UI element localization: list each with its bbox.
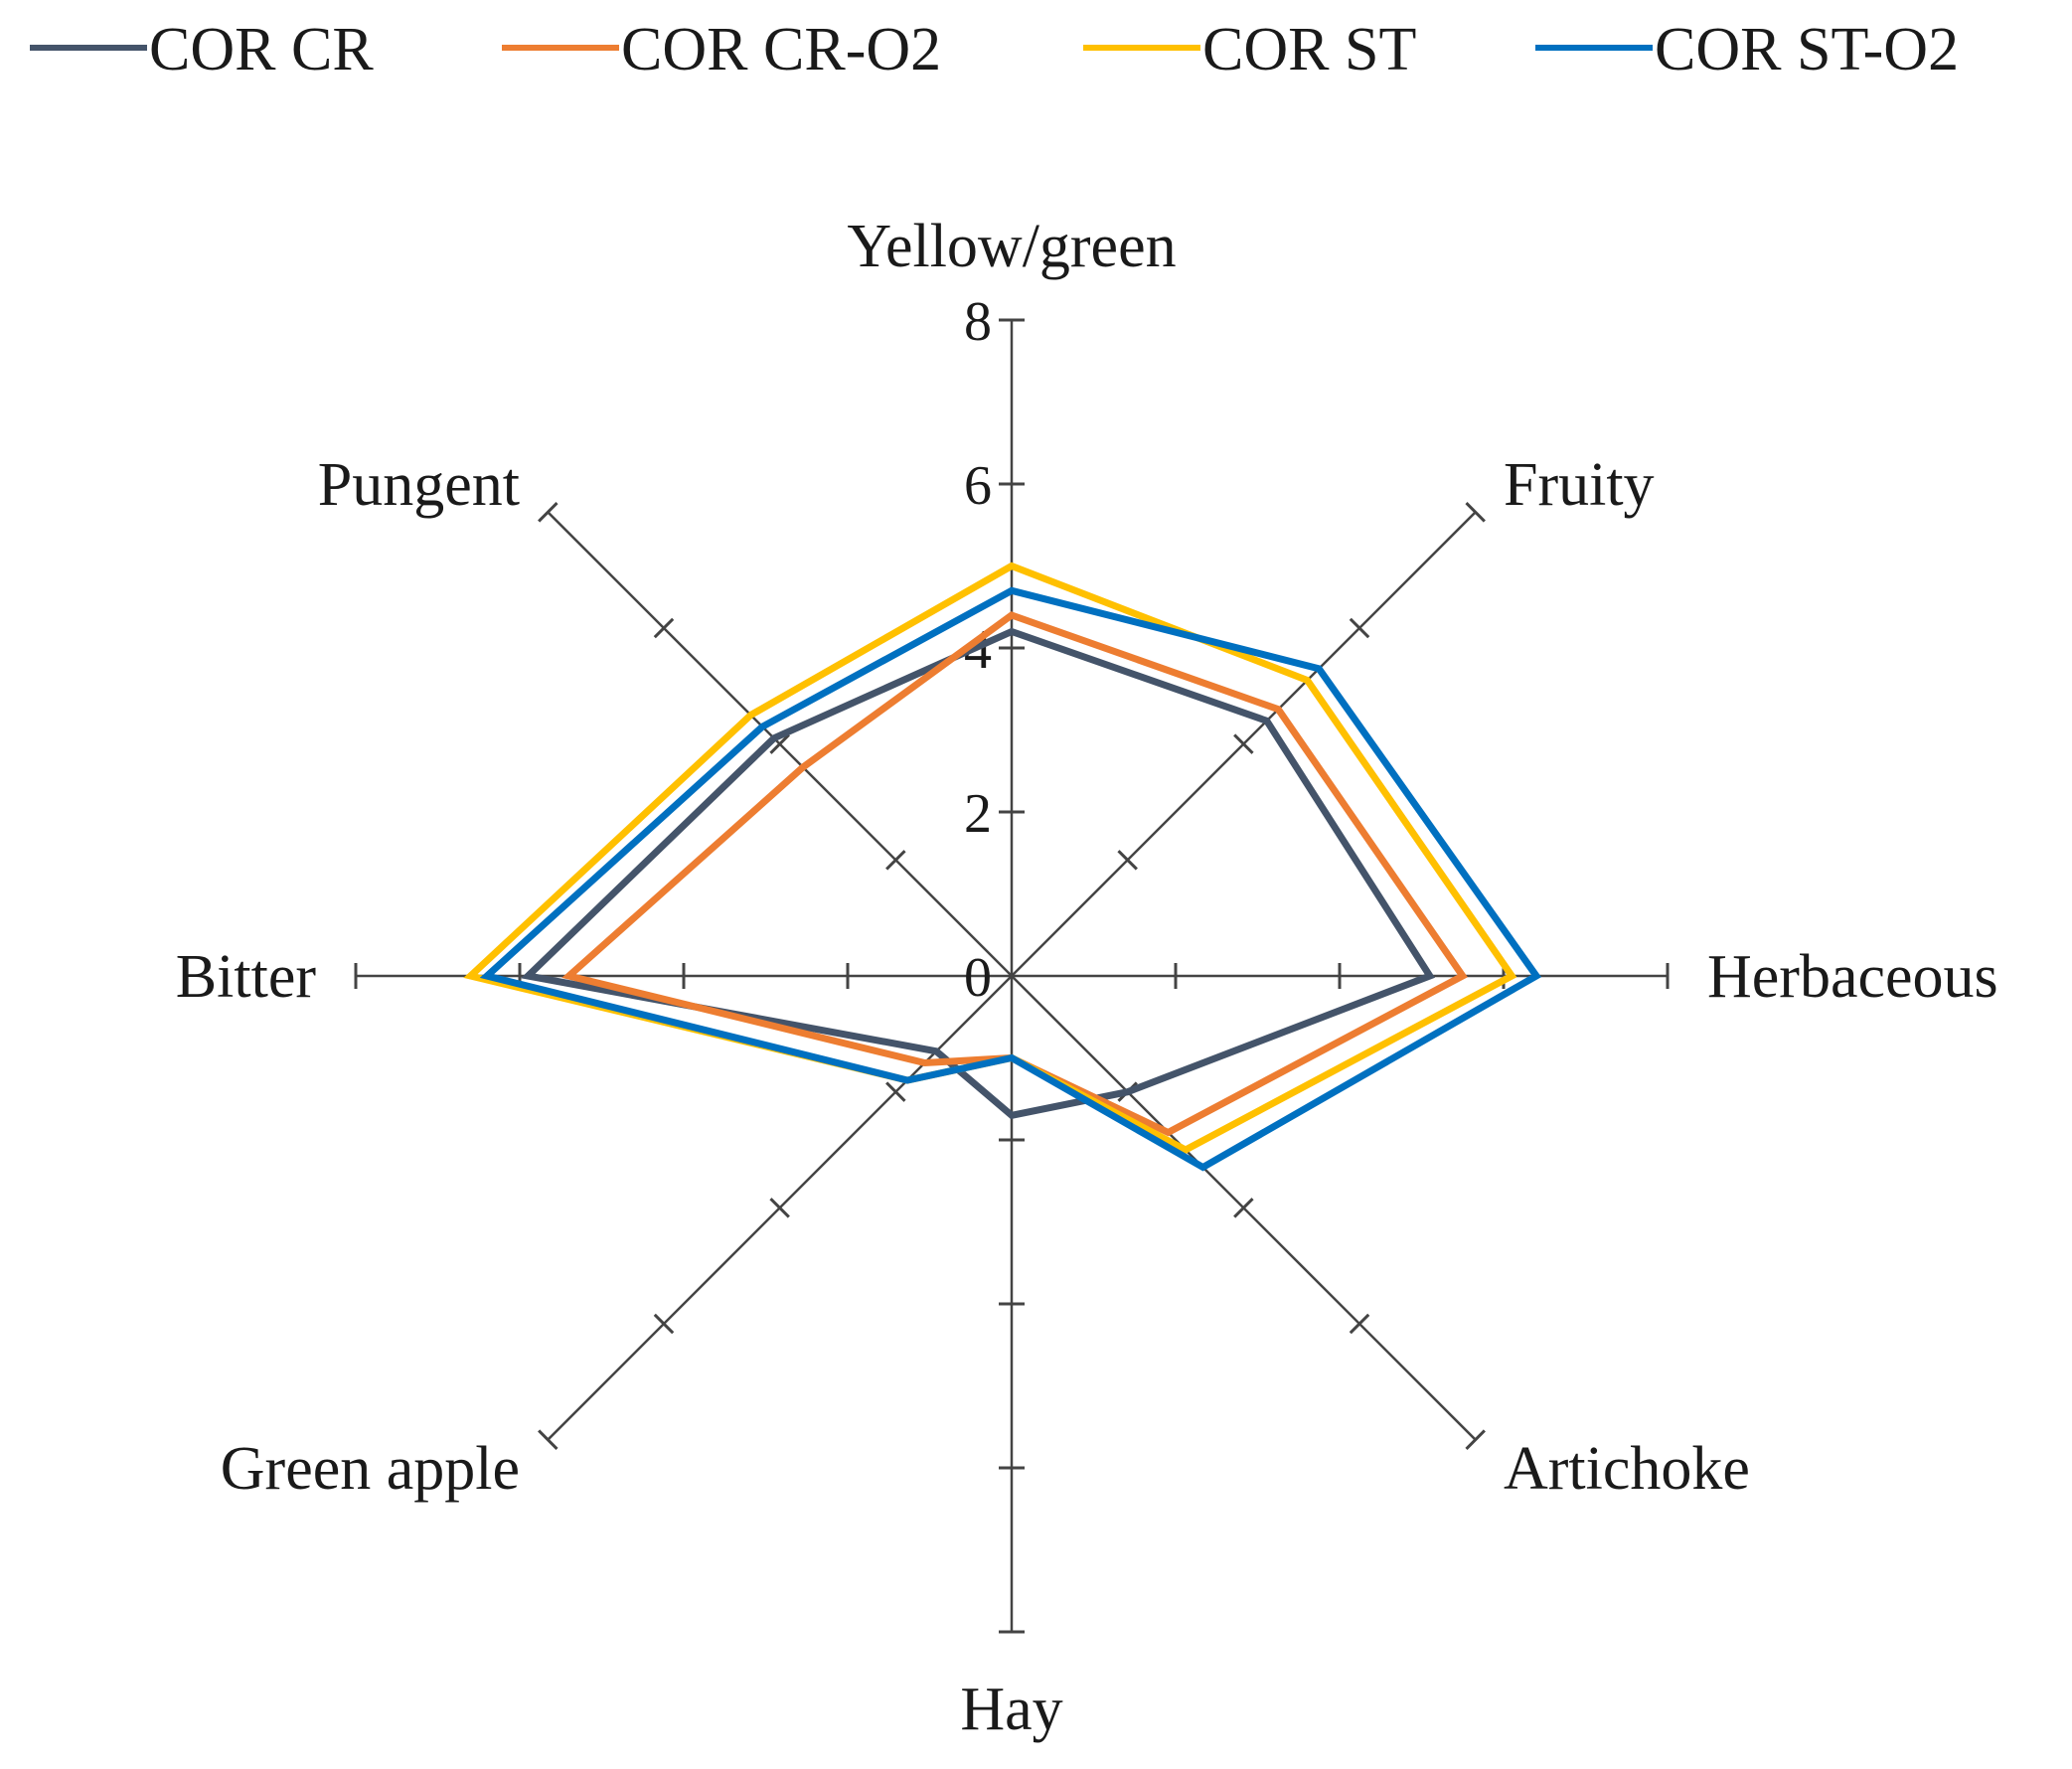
tick-mark [538, 1429, 558, 1450]
series-cor-cr [520, 627, 1436, 1120]
tick-label: 6 [964, 455, 992, 517]
axis-label-artichoke: Artichoke [1504, 1435, 1750, 1503]
tick-label: 2 [964, 783, 992, 845]
axis-label-fruity: Fruity [1504, 451, 1655, 519]
axis-label-yellow-green: Yellow/green [847, 213, 1176, 280]
tick-mark [653, 617, 675, 639]
tick-mark [885, 850, 906, 871]
axis-label-herbaceous: Herbaceous [1707, 943, 1998, 1011]
tick-mark [885, 1081, 906, 1102]
tick-mark [769, 733, 790, 754]
tick-mark [1349, 1313, 1370, 1335]
tick-mark [653, 1313, 675, 1335]
axis-label-pungent: Pungent [318, 451, 520, 519]
tick-mark [769, 1198, 790, 1218]
tick-mark [1117, 850, 1138, 871]
axis-labels: Yellow/green Fruity Herbaceous Artichoke Hay… [176, 213, 1998, 1743]
series-cor-st-o2 [479, 586, 1542, 1172]
tick-label: 0 [964, 947, 992, 1009]
tick-mark [1233, 1198, 1254, 1218]
axis-label-hay: Hay [960, 1676, 1062, 1743]
axis-label-bitter: Bitter [176, 943, 317, 1011]
tick-mark [538, 502, 558, 523]
tick-label: 8 [964, 291, 992, 353]
tick-mark [1233, 733, 1254, 754]
axis-label-green-apple: Green apple [221, 1435, 520, 1503]
legend-label-cor-cr-o2: COR CR-O2 [621, 16, 941, 83]
legend-label-cor-st: COR ST [1202, 16, 1416, 83]
tick-mark [1349, 617, 1370, 639]
tick-mark [1465, 1429, 1486, 1450]
tick-mark [1465, 502, 1486, 523]
legend: COR CR COR CR-O2 COR ST COR ST-O2 [30, 16, 1959, 83]
legend-label-cor-cr: COR CR [149, 16, 374, 83]
radar-series [463, 562, 1542, 1172]
legend-label-cor-st-o2: COR ST-O2 [1655, 16, 1959, 83]
series-cor-cr-o2 [561, 611, 1468, 1137]
